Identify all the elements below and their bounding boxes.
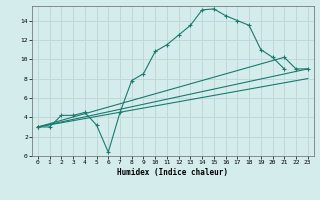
X-axis label: Humidex (Indice chaleur): Humidex (Indice chaleur): [117, 168, 228, 177]
